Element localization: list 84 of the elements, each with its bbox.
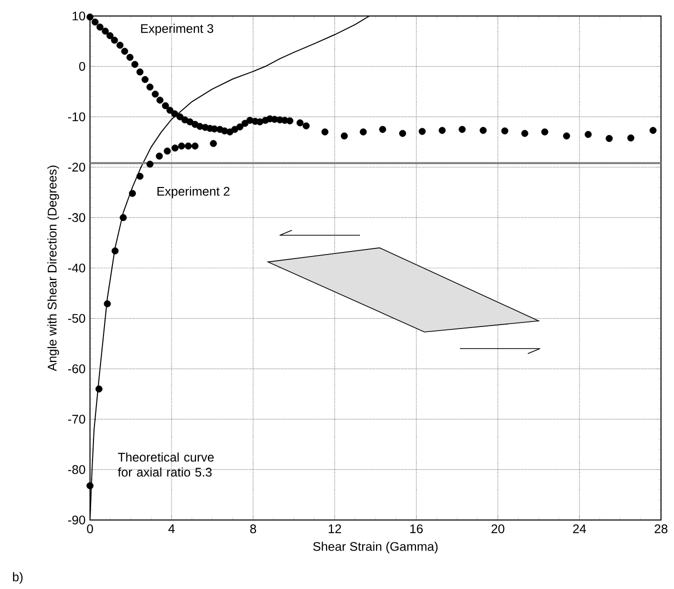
point [106, 32, 114, 40]
point [256, 118, 264, 126]
series-label: Theoretical curve for axial ratio 5.3 [118, 452, 214, 477]
y-tick-label: -50 [68, 314, 86, 323]
y-tick-label: 0 [79, 62, 86, 71]
point [164, 148, 171, 155]
point [112, 247, 119, 254]
y-tick-label: -10 [68, 112, 86, 122]
point [162, 102, 169, 110]
y-tick-label: -80 [68, 465, 86, 474]
point [156, 152, 163, 160]
x-tick-label: 20 [492, 524, 504, 534]
point [210, 140, 217, 148]
x-tick-label: 16 [410, 524, 423, 534]
point [458, 126, 466, 133]
text: b) [13, 572, 23, 584]
point [121, 48, 128, 55]
y-tick-label: -20 [68, 162, 86, 172]
point [120, 214, 127, 222]
y-tick-label: -90 [68, 516, 86, 524]
point [110, 36, 118, 44]
point [236, 123, 244, 130]
point [521, 130, 528, 137]
point [172, 144, 179, 152]
point [146, 160, 154, 168]
point [156, 96, 164, 104]
point [152, 90, 159, 98]
point [480, 126, 487, 134]
x-tick-label: 8 [250, 524, 256, 534]
point [231, 126, 238, 133]
point [178, 142, 186, 150]
point [296, 119, 304, 126]
point [116, 42, 124, 49]
point [86, 14, 94, 20]
point [541, 128, 548, 136]
x-tick-label: 0 [87, 524, 93, 534]
point [438, 126, 446, 134]
point [136, 172, 144, 180]
point [184, 142, 192, 150]
point [563, 132, 570, 140]
point [136, 68, 144, 76]
point [176, 113, 184, 120]
point [584, 130, 592, 138]
point [321, 128, 328, 136]
y-tick-label: -60 [68, 364, 86, 374]
y-axis-title: Angle with Shear Direction (Degrees) [47, 166, 60, 372]
point [171, 110, 178, 118]
point [379, 126, 386, 133]
x-tick-label: 24 [573, 524, 586, 534]
point [128, 190, 136, 197]
point [606, 134, 613, 142]
point [418, 128, 426, 135]
point [302, 122, 310, 130]
x-tick-label: 4 [168, 524, 175, 533]
point [340, 132, 348, 140]
series-label: Experiment 3 [141, 24, 214, 36]
point [360, 128, 367, 136]
point [241, 120, 248, 127]
point [146, 84, 154, 91]
y-tick-label: 10 [72, 12, 86, 20]
point [650, 126, 657, 134]
point [627, 134, 634, 142]
x-tick-label: 28 [654, 524, 668, 534]
point [92, 18, 99, 26]
y-tick-label: -70 [68, 414, 86, 424]
y-tick-label: -30 [68, 213, 86, 222]
point [181, 116, 188, 124]
point [104, 300, 111, 308]
point [95, 385, 102, 392]
point [96, 24, 104, 31]
point [192, 142, 199, 150]
point [102, 28, 109, 35]
point [166, 106, 174, 114]
point [131, 60, 138, 68]
point [126, 54, 134, 61]
x-tick-label: 12 [328, 524, 342, 534]
point [86, 482, 94, 490]
point [286, 117, 294, 124]
series-label: Experiment 2 [157, 186, 230, 198]
point [142, 76, 149, 83]
point [501, 127, 508, 134]
x-axis-title: Shear Strain (Gamma) [313, 542, 438, 554]
point [399, 130, 406, 137]
y-tick-label: -40 [68, 264, 86, 272]
